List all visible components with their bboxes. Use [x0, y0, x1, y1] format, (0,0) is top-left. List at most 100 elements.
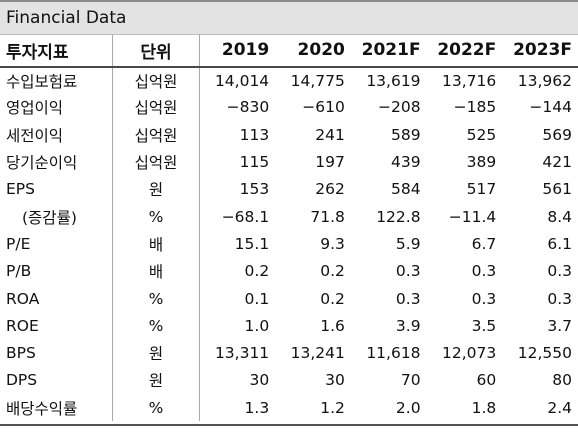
row-value: −208: [377, 98, 421, 117]
table-row: EPS 원 153 262 584 517 561: [0, 175, 578, 203]
row-unit: %: [112, 202, 200, 231]
row-label: BPS: [6, 344, 36, 363]
row-value: 241: [315, 125, 345, 144]
row-value: 3.7: [547, 316, 572, 335]
row-label: DPS: [6, 371, 38, 390]
table-row: 세전이익 십억원 113 241 589 525 569: [0, 121, 578, 149]
bottom-rule: [0, 424, 578, 426]
row-unit: 십억원: [112, 121, 200, 149]
row-value: 1.2: [320, 398, 345, 417]
row-value: 5.9: [395, 234, 421, 253]
table-row: P/E 배 15.1 9.3 5.9 6.7 6.1: [0, 230, 578, 258]
row-value: 0.3: [395, 289, 421, 308]
row-value: 12,550: [517, 344, 572, 363]
row-unit: %: [112, 312, 200, 340]
row-value: 153: [239, 180, 270, 199]
row-value: 3.5: [471, 316, 497, 335]
row-value: 569: [542, 125, 572, 144]
row-value: 11,618: [366, 344, 421, 363]
header-item: 투자지표: [0, 34, 113, 68]
row-label: P/B: [6, 262, 32, 281]
row-value: 14,775: [290, 71, 345, 90]
row-value: 1.0: [244, 316, 270, 335]
row-value: −11.4: [448, 207, 497, 226]
row-label: ROA: [6, 289, 40, 308]
row-unit: 배: [112, 230, 200, 258]
row-value: 13,241: [290, 344, 345, 363]
header-2021f: 2021F: [350, 34, 427, 68]
table-row: (증감률)% −68.1 71.8 122.8 −11.4 8.4: [0, 202, 578, 231]
row-unit: 원: [112, 339, 200, 367]
row-value: 561: [542, 180, 572, 199]
row-value: 122.8: [376, 207, 421, 226]
row-value: 517: [466, 180, 497, 199]
row-value: 0.2: [320, 289, 345, 308]
row-value: 6.1: [547, 234, 572, 253]
row-value: 13,311: [214, 344, 270, 363]
row-unit: 원: [112, 366, 200, 395]
table-row: 배당수익률% 1.3 1.2 2.0 1.8 2.4: [0, 394, 578, 422]
financial-table: 투자지표 단위 2019 2020 2021F 2022F 2023F 수입보험…: [0, 34, 578, 422]
row-value: 6.7: [471, 234, 497, 253]
row-unit: 십억원: [112, 66, 200, 94]
row-value: 1.6: [320, 316, 345, 335]
row-value: 439: [390, 153, 421, 172]
row-label: 배당수익률: [6, 399, 78, 418]
row-value: 389: [466, 153, 497, 172]
row-label: P/E: [6, 234, 31, 253]
row-value: 115: [239, 153, 270, 172]
header-2023f: 2023F: [502, 34, 578, 68]
row-value: 13,716: [442, 71, 497, 90]
row-value: 12,073: [442, 344, 497, 363]
row-value: 589: [390, 125, 421, 144]
row-label: EPS: [6, 180, 35, 199]
row-value: −610: [302, 98, 345, 117]
row-value: −144: [529, 98, 572, 117]
row-value: 421: [542, 153, 572, 172]
row-value: 2.0: [395, 398, 421, 417]
row-unit: %: [112, 284, 200, 313]
row-value: 8.4: [547, 207, 572, 226]
row-value: 262: [315, 180, 345, 199]
table-body: 수입보험료 십억원 14,014 14,775 13,619 13,716 13,962 영업…: [0, 66, 578, 422]
row-value: 70: [400, 371, 421, 390]
row-unit: %: [112, 394, 200, 422]
row-label: 영업이익: [6, 99, 64, 118]
table-row: ROE% 1.0 1.6 3.9 3.5 3.7: [0, 312, 578, 340]
row-value: 71.8: [310, 207, 345, 226]
row-value: 3.9: [395, 316, 421, 335]
row-unit: 십억원: [112, 93, 200, 122]
row-unit: 원: [112, 175, 200, 203]
row-value: 30: [249, 371, 270, 390]
row-value: 9.3: [320, 234, 345, 253]
row-value: 80: [552, 371, 572, 390]
row-value: 197: [315, 153, 345, 172]
table-row: DPS 원 30 30 70 60 80: [0, 366, 578, 395]
row-value: 13,962: [517, 71, 572, 90]
row-value: −830: [226, 98, 270, 117]
header-2019: 2019: [199, 34, 276, 68]
row-value: 13,619: [366, 71, 421, 90]
table-row: BPS 원 13,311 13,241 11,618 12,073 12,550: [0, 339, 578, 367]
row-value: −68.1: [221, 207, 270, 226]
table-row: ROA% 0.1 0.2 0.3 0.3 0.3: [0, 284, 578, 313]
row-label: 수입보험료: [6, 72, 78, 91]
row-label: (증감률): [22, 208, 77, 227]
row-value: 0.3: [547, 289, 572, 308]
row-value: 113: [239, 125, 270, 144]
row-value: 2.4: [547, 398, 572, 417]
row-value: −185: [453, 98, 497, 117]
row-label: ROE: [6, 316, 39, 335]
row-value: 30: [325, 371, 345, 390]
table-row: 당기순이익 십억원 115 197 439 389 421: [0, 148, 578, 176]
header-2020: 2020: [275, 34, 351, 68]
row-value: 14,014: [214, 71, 270, 90]
row-value: 1.8: [471, 398, 497, 417]
row-value: 0.3: [471, 262, 497, 281]
table-row: P/B 배 0.2 0.2 0.3 0.3 0.3: [0, 257, 578, 285]
row-label: 세전이익: [6, 126, 64, 145]
row-label: 당기순이익: [6, 154, 78, 173]
row-unit: 배: [112, 257, 200, 285]
row-value: 525: [466, 125, 497, 144]
header-2022f: 2022F: [426, 34, 503, 68]
